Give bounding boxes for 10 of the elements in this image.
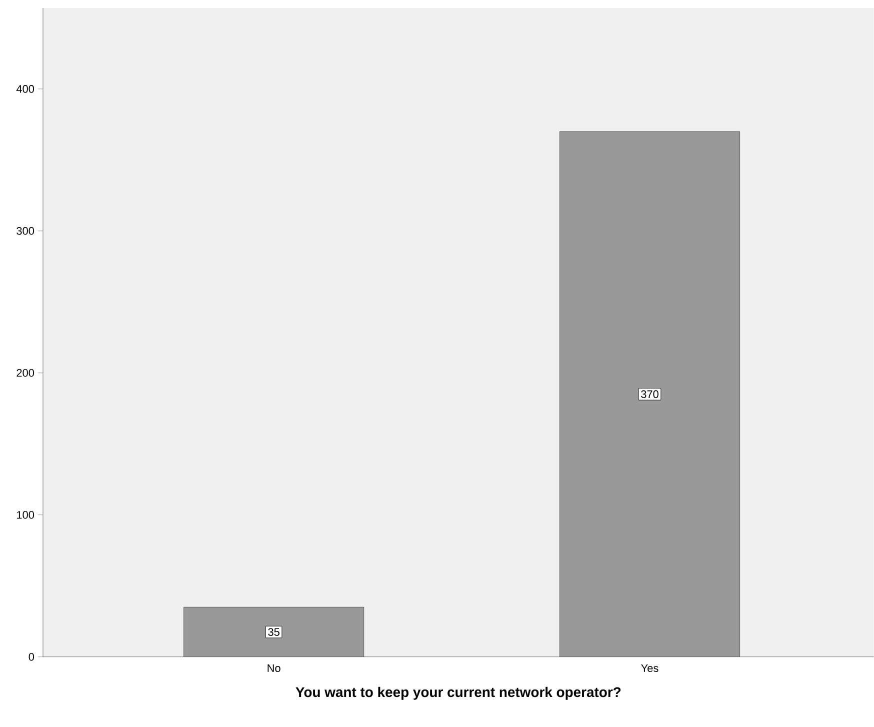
x-tick-label: No bbox=[268, 664, 280, 672]
y-tick-label: 400 bbox=[16, 85, 34, 93]
x-tick-label: Yes bbox=[641, 664, 658, 672]
y-tick-label: 200 bbox=[16, 369, 34, 377]
data-label: 370 bbox=[641, 390, 658, 398]
y-tick-label: 300 bbox=[16, 227, 34, 235]
x-axis-title: You want to keep your current network operator? bbox=[296, 686, 621, 700]
y-tick-label: 100 bbox=[17, 511, 34, 519]
data-label: 35 bbox=[268, 628, 280, 636]
y-tick-label: 0 bbox=[28, 653, 34, 661]
